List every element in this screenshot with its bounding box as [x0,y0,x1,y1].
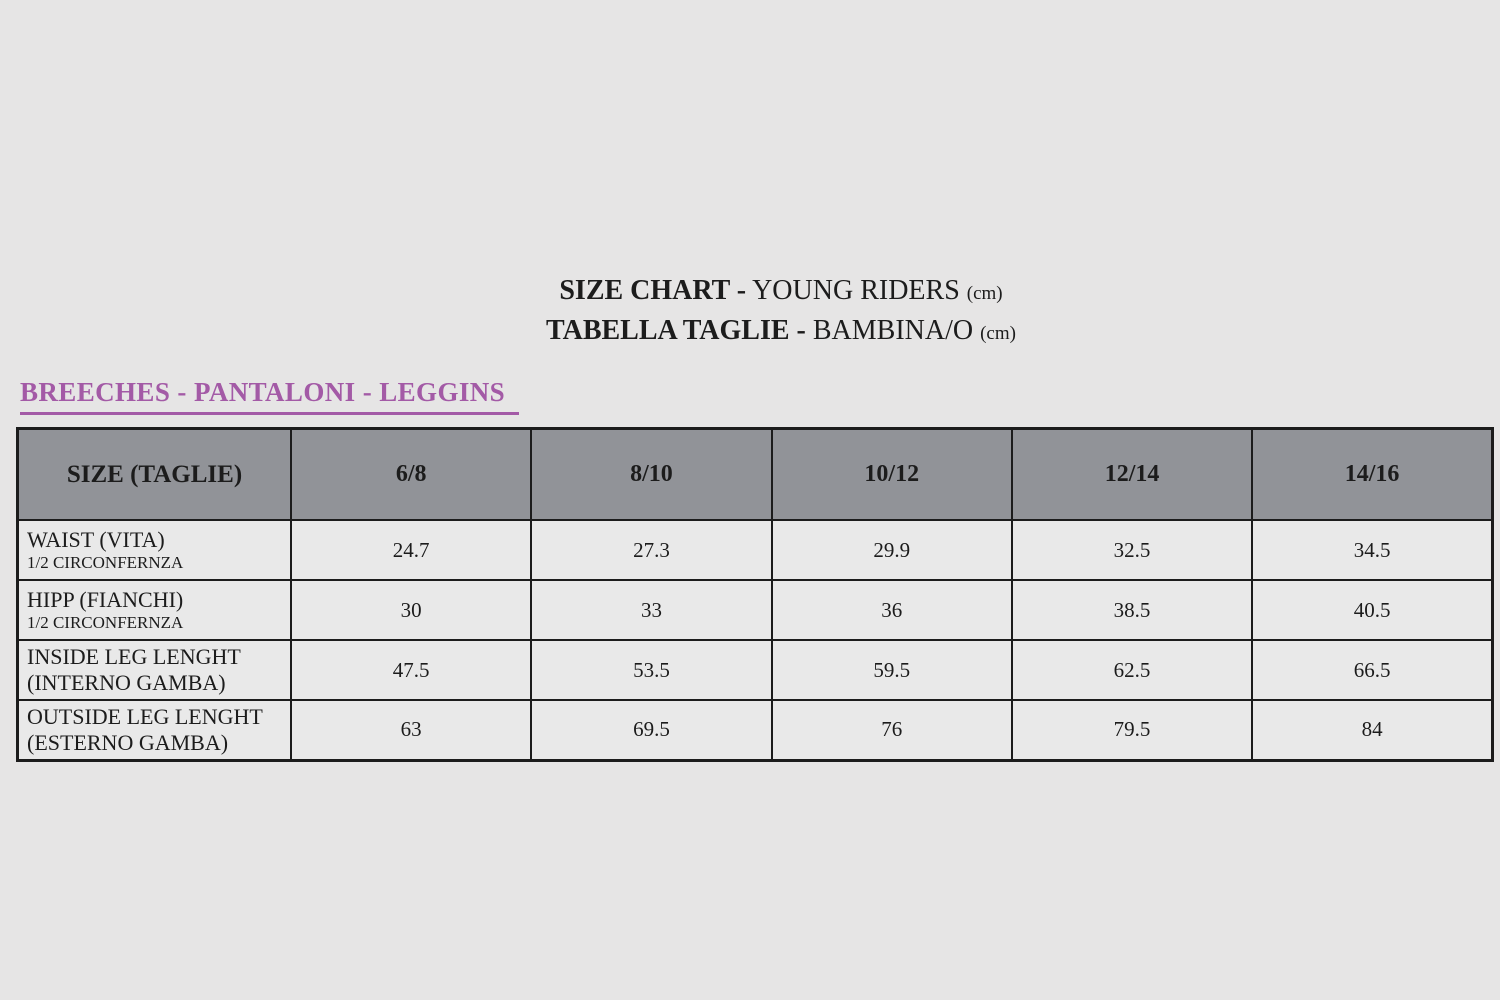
title-line2-unit: (cm) [980,323,1016,344]
value-cell: 59.5 [770,639,1013,701]
value-cell: 34.5 [1251,519,1494,581]
row-sublabel-hipp: 1/2 CIRCONFERNZA [27,613,184,632]
row-label-inside-leg: INSIDE LEG LENGHT [27,644,241,669]
size-chart-table: SIZE (TAGLIE) 6/8 8/10 10/12 12/14 14/16… [16,427,1494,762]
value-cell: 40.5 [1251,579,1494,641]
title-line1-bold: SIZE CHART - [559,275,747,306]
row-sublabel-waist: 1/2 CIRCONFERNZA [27,553,184,572]
row-label-hipp: HIPP (FIANCHI) [27,587,184,612]
page-title: SIZE CHART - YOUNG RIDERS (cm) TABELLA T… [31,272,1500,352]
row-label-cell-outside-leg: OUTSIDE LEG LENGHT (ESTERNO GAMBA) [16,699,292,761]
header-cell-size-taglie: SIZE (TAGLIE) [16,427,292,521]
title-line1-regular: YOUNG RIDERS [746,275,967,306]
header-cell-12-14: 12/14 [1010,427,1254,521]
header-cell-10-12: 10/12 [770,427,1013,521]
title-line2-bold: TABELLA TAGLIE - [546,315,806,346]
header-row: SIZE (TAGLIE) 6/8 8/10 10/12 12/14 14/16 [16,427,1494,521]
row-label-cell-inside-leg: INSIDE LEG LENGHT (INTERNO GAMBA) [16,639,292,701]
value-cell: 36 [770,579,1013,641]
table-row-hipp: HIPP (FIANCHI) 1/2 CIRCONFERNZA 30 33 36… [16,579,1494,641]
table-row-waist: WAIST (VITA) 1/2 CIRCONFERNZA 24.7 27.3 … [16,519,1494,581]
value-cell: 30 [289,579,533,641]
row-label-waist: WAIST (VITA) [27,527,165,552]
size-table-header: SIZE (TAGLIE) 6/8 8/10 10/12 12/14 14/16 [16,427,1494,521]
value-cell: 24.7 [289,519,533,581]
value-cell: 63 [289,699,533,761]
header-cell-6-8: 6/8 [289,427,533,521]
title-line2-regular: BAMBINA/O [805,315,981,346]
title-line-1: SIZE CHART - YOUNG RIDERS (cm) [31,272,1500,312]
size-table-body: WAIST (VITA) 1/2 CIRCONFERNZA 24.7 27.3 … [16,519,1494,761]
section-heading-breeches: BREECHES - PANTALONI - LEGGINS [20,377,520,415]
value-cell: 32.5 [1010,519,1254,581]
value-cell: 38.5 [1010,579,1254,641]
table-row-inside-leg: INSIDE LEG LENGHT (INTERNO GAMBA) 47.5 5… [16,639,1494,701]
header-cell-8-10: 8/10 [530,427,773,521]
value-cell: 79.5 [1010,699,1254,761]
row-label-cell-waist: WAIST (VITA) 1/2 CIRCONFERNZA [16,519,292,581]
value-cell: 66.5 [1251,639,1494,701]
value-cell: 69.5 [530,699,773,761]
value-cell: 62.5 [1010,639,1254,701]
row-sublabel-inside-leg: (INTERNO GAMBA) [27,670,226,695]
value-cell: 53.5 [530,639,773,701]
title-line-2: TABELLA TAGLIE - BAMBINA/O (cm) [31,312,1500,352]
table-row-outside-leg: OUTSIDE LEG LENGHT (ESTERNO GAMBA) 63 69… [16,699,1494,761]
row-sublabel-outside-leg: (ESTERNO GAMBA) [27,729,229,755]
value-cell: 29.9 [770,519,1013,581]
row-label-outside-leg: OUTSIDE LEG LENGHT [27,703,263,729]
value-cell: 33 [530,579,773,641]
header-cell-14-16: 14/16 [1251,427,1494,521]
value-cell: 84 [1251,699,1494,761]
title-line1-unit: (cm) [966,283,1003,304]
value-cell: 27.3 [530,519,773,581]
row-label-cell-hipp: HIPP (FIANCHI) 1/2 CIRCONFERNZA [16,579,292,641]
value-cell: 47.5 [289,639,533,701]
value-cell: 76 [770,699,1013,761]
